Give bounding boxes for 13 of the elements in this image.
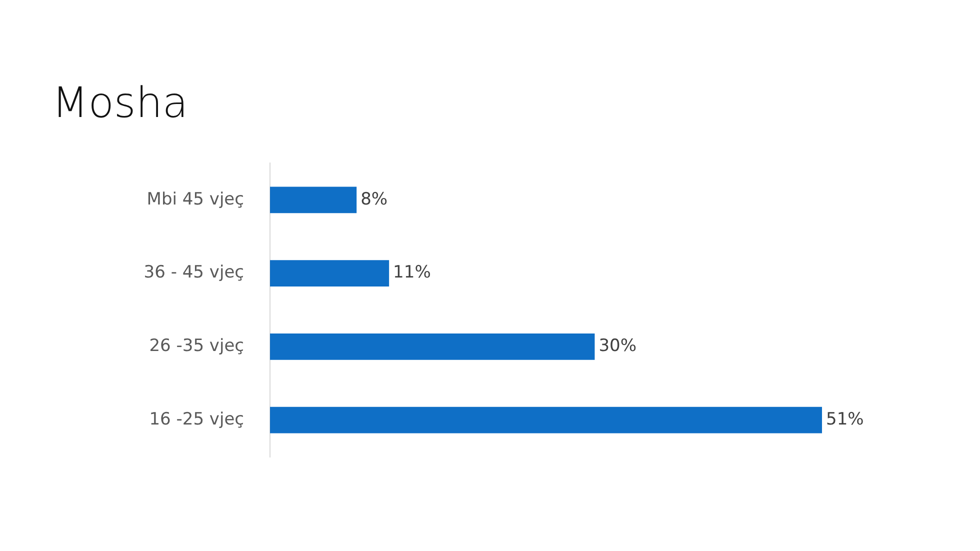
chart-title: Mosha <box>52 78 188 127</box>
y-tick-label: 36 - 45 vjeç <box>144 262 244 283</box>
y-tick-label: Mbi 45 vjeç <box>146 189 244 210</box>
y-tick-label: 26 -35 vjeç <box>149 336 244 356</box>
bar <box>270 260 390 287</box>
y-tick-label: 16 -25 vjeç <box>149 410 244 430</box>
bar <box>270 186 357 214</box>
bar <box>270 406 822 434</box>
data-label: 8% <box>360 189 388 210</box>
data-label: 30% <box>598 336 637 356</box>
data-label: 51% <box>826 410 864 430</box>
bar <box>270 333 595 360</box>
data-label: 11% <box>393 262 431 283</box>
